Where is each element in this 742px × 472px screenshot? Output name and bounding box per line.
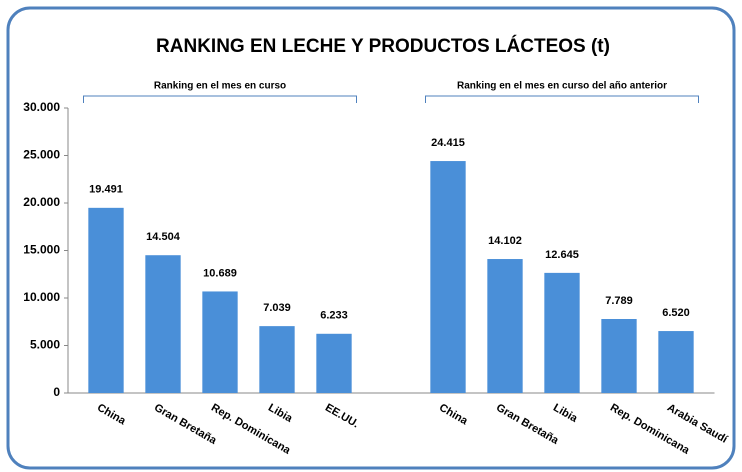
y-tick-label: 15.000	[23, 243, 60, 257]
group-label: Ranking en el mes en curso del año anter…	[457, 81, 667, 92]
y-tick-label: 5.000	[30, 338, 60, 352]
y-tick-label: 0	[53, 385, 60, 399]
y-tick-label: 25.000	[23, 148, 60, 162]
bar	[202, 291, 238, 393]
y-tick-label: 20.000	[23, 195, 60, 209]
value-label: 7.039	[263, 302, 291, 314]
value-label: 12.645	[545, 249, 579, 261]
bar	[658, 331, 694, 393]
bar	[259, 326, 295, 393]
value-label: 24.415	[431, 137, 465, 149]
value-label: 14.504	[146, 231, 181, 243]
y-tick-label: 30.000	[23, 100, 60, 114]
y-tick-label: 10.000	[23, 290, 60, 304]
value-label: 14.102	[488, 235, 522, 247]
group-label: Ranking en el mes en curso	[154, 81, 286, 92]
group-bracket	[83, 95, 357, 103]
value-label: 7.789	[605, 295, 633, 307]
bar	[544, 272, 580, 393]
group-bracket	[425, 95, 699, 103]
bar	[88, 207, 124, 393]
bar	[145, 255, 181, 393]
bar	[601, 319, 637, 393]
bar	[487, 259, 523, 393]
bar	[430, 161, 466, 393]
value-label: 6.233	[320, 310, 348, 322]
bar	[316, 333, 352, 393]
value-label: 19.491	[89, 184, 123, 196]
value-label: 6.520	[662, 307, 690, 319]
chart-title: RANKING EN LECHE Y PRODUCTOS LÁCTEOS (t)	[156, 35, 610, 57]
value-label: 10.689	[203, 267, 237, 279]
